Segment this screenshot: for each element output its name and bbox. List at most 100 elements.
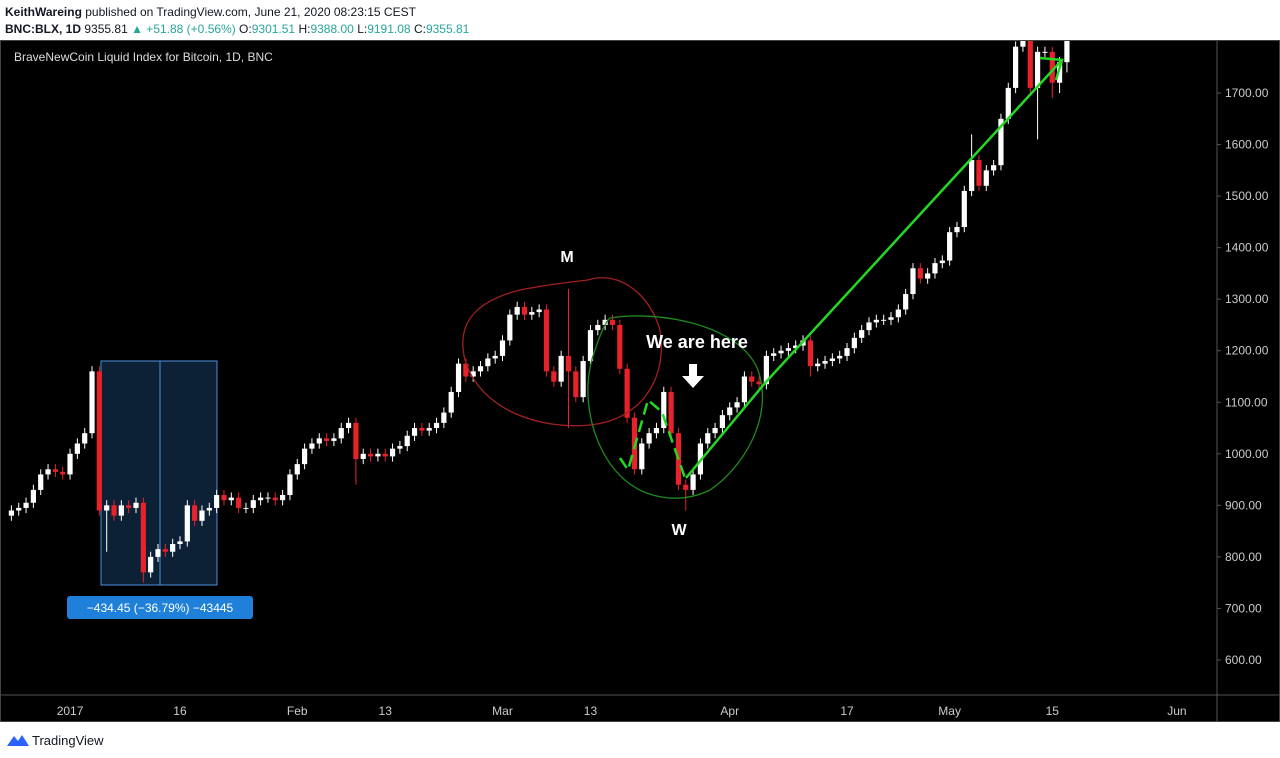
candle-body <box>162 549 168 552</box>
candle-body <box>573 371 579 398</box>
candle-body <box>639 443 645 470</box>
candle-body <box>448 391 454 413</box>
candle-body <box>221 495 227 501</box>
candle-body <box>844 348 850 356</box>
candle-body <box>323 438 330 441</box>
candle-body <box>302 448 308 465</box>
candle-body <box>309 443 315 449</box>
candle-body <box>712 428 718 434</box>
x-tick-label: Jun <box>1167 704 1186 718</box>
chart: BraveNewCoin Liquid Index for Bitcoin, 1… <box>0 40 1280 722</box>
header: KeithWareing published on TradingView.co… <box>0 0 1280 40</box>
w-zigzag <box>618 397 687 479</box>
x-tick-label: Mar <box>492 704 513 718</box>
candle-body <box>529 312 535 315</box>
candle-body <box>1042 51 1048 53</box>
candle-body <box>1027 41 1033 88</box>
candle-body <box>507 314 513 341</box>
y-tick-label: 1000.00 <box>1225 447 1269 461</box>
candle-body <box>23 502 29 508</box>
candle-body <box>74 443 80 454</box>
candle-body <box>587 330 594 362</box>
candle-body <box>236 497 242 508</box>
candle-body <box>265 497 271 499</box>
candle-body <box>536 309 542 313</box>
candle-body <box>470 371 476 377</box>
candle-body <box>690 474 696 490</box>
axes: 600.00 700.00 800.00 900.00 1000.00 1100.00 12… <box>57 86 1269 718</box>
author: KeithWareing <box>5 5 82 19</box>
candle-body <box>1005 87 1011 119</box>
y-tick-label: 700.00 <box>1225 601 1262 615</box>
candle-body <box>382 453 388 457</box>
candle-body <box>426 428 432 431</box>
candle-body <box>375 453 381 457</box>
candle-body <box>67 453 73 475</box>
x-tick-label: 15 <box>1046 704 1060 718</box>
x-tick-label: Apr <box>720 704 739 718</box>
candle-body <box>16 507 22 511</box>
change: ▲ +51.88 (+0.56%) <box>131 22 236 36</box>
candle-body <box>331 438 337 441</box>
candle-body <box>45 469 51 475</box>
candle-body <box>837 355 843 359</box>
measure-label: −434.45 (−36.79%) −43445 <box>87 601 234 615</box>
candle-body <box>294 464 300 475</box>
footer: TradingView <box>0 722 1280 758</box>
candle-body <box>1020 41 1026 47</box>
candle-body <box>558 355 564 382</box>
y-tick-label: 800.00 <box>1225 550 1262 564</box>
candle-body <box>243 507 249 509</box>
plot <box>8 41 1070 586</box>
candle-body <box>763 355 769 385</box>
candle-body <box>118 505 124 516</box>
y-tick-label: 1300.00 <box>1225 292 1269 306</box>
candle-body <box>96 371 102 511</box>
candle-body <box>499 340 506 356</box>
candle-body <box>126 505 132 508</box>
candle-body <box>829 358 835 362</box>
candle-body <box>683 484 689 490</box>
candle-body <box>565 355 572 372</box>
candle-body <box>184 505 190 542</box>
candle-body <box>228 497 234 501</box>
candle-body <box>910 268 916 295</box>
candle-body <box>272 497 278 501</box>
candle-body <box>903 294 909 310</box>
candle-body <box>104 505 110 511</box>
y-tick-label: 1500.00 <box>1225 189 1269 203</box>
candle-body <box>433 422 440 429</box>
candle-body <box>477 366 484 372</box>
candle-body <box>360 453 366 459</box>
l-label: L: <box>357 22 368 36</box>
candle-body <box>52 469 58 472</box>
y-tick-label: 1600.00 <box>1225 138 1269 152</box>
y-tick-label: 1200.00 <box>1225 344 1269 358</box>
y-tick-label: 1400.00 <box>1225 241 1269 255</box>
candle-body <box>463 363 469 377</box>
trend-arrow <box>1039 56 1064 81</box>
candle-body <box>756 381 762 385</box>
candle-body <box>947 232 953 261</box>
measure-label-box <box>67 596 253 619</box>
candle-body <box>822 361 828 364</box>
here-label: We are here <box>646 332 748 352</box>
x-tick-label: Feb <box>287 704 308 718</box>
candle-body <box>280 495 286 501</box>
candle-body <box>1056 62 1063 83</box>
candle-body <box>30 489 36 503</box>
candle-body <box>514 306 520 315</box>
candle-body <box>653 428 660 434</box>
candle-body <box>719 415 726 429</box>
candle-body <box>888 317 894 320</box>
candle-body <box>969 160 975 191</box>
candle-body <box>214 495 220 508</box>
candle-body <box>89 371 95 434</box>
candle-body <box>859 330 865 338</box>
last: 9355.81 <box>84 22 128 36</box>
candle-body <box>939 260 945 264</box>
candle-body <box>617 324 623 369</box>
candle-body <box>170 543 176 552</box>
logo <box>7 735 29 746</box>
candle-body <box>873 319 879 323</box>
